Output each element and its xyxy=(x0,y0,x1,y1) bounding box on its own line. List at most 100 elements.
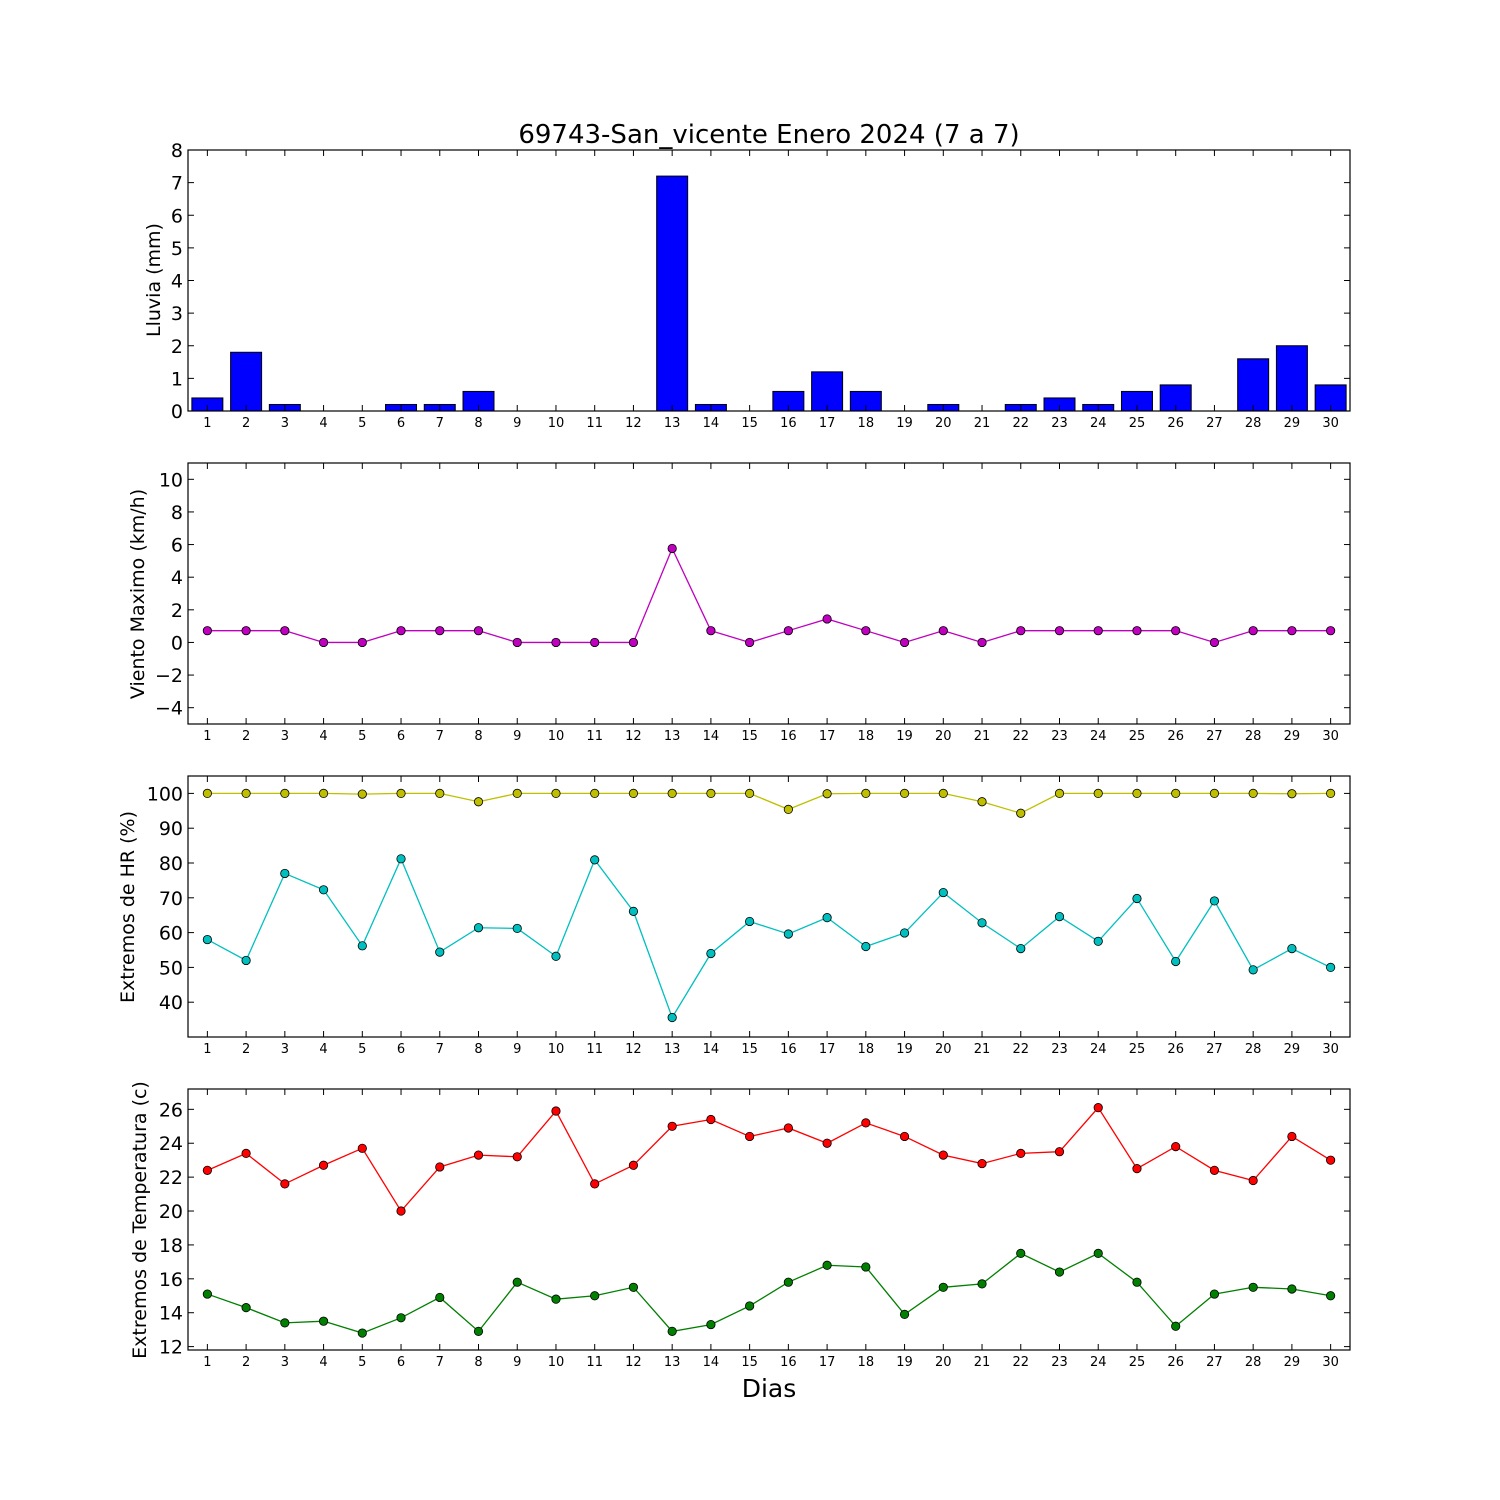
wind-xtick-label: 10 xyxy=(548,729,565,744)
temperature-xtick-label: 11 xyxy=(586,1355,603,1370)
humidity-xtick-label: 8 xyxy=(474,1042,482,1057)
rain-xtick-label: 27 xyxy=(1206,416,1223,431)
temperature-series-2-point-16 xyxy=(783,1277,793,1287)
humidity-series-2-point-12 xyxy=(628,906,639,916)
temperature-xtick-label: 21 xyxy=(974,1355,991,1370)
humidity-xtick-label: 3 xyxy=(281,1042,289,1057)
temperature-series-2-point-29 xyxy=(1287,1284,1297,1294)
wind-series-1-point-7 xyxy=(435,626,445,636)
humidity-xtick-label: 21 xyxy=(974,1042,991,1057)
humidity-series-2-point-7 xyxy=(435,947,445,957)
rain-ytick-label: 8 xyxy=(171,140,183,162)
temperature-series-2-point-4 xyxy=(318,1316,329,1326)
humidity-series-2-point-5 xyxy=(357,941,367,951)
wind-xtick-label: 7 xyxy=(436,729,444,744)
wind-series-1-point-24 xyxy=(1093,626,1103,636)
wind-ytick-label: −2 xyxy=(155,665,183,687)
temperature-series-1-point-25 xyxy=(1132,1164,1142,1174)
temperature-xtick-label: 14 xyxy=(703,1355,720,1370)
temperature-series-1-point-7 xyxy=(435,1162,445,1172)
temperature-series-2-point-18 xyxy=(861,1262,871,1272)
rain-xtick-label: 7 xyxy=(436,416,444,431)
humidity-xtick-label: 6 xyxy=(397,1042,405,1057)
temperature-xtick-label: 23 xyxy=(1051,1355,1068,1370)
temperature-ytick-label: 16 xyxy=(159,1269,183,1291)
temperature-xtick-label: 19 xyxy=(896,1355,913,1370)
humidity-series-2-point-18 xyxy=(861,941,871,952)
humidity-series-2-point-25 xyxy=(1132,893,1142,904)
humidity-xtick-label: 15 xyxy=(741,1042,758,1057)
temperature-series-2-point-25 xyxy=(1132,1277,1142,1287)
humidity-series-1-point-15 xyxy=(745,788,755,799)
rain-xtick-label: 12 xyxy=(625,416,642,431)
humidity-series-2-point-19 xyxy=(899,928,910,938)
temperature-series-1-point-16 xyxy=(783,1123,793,1133)
humidity-xtick-label: 16 xyxy=(780,1042,797,1057)
temperature-series-1-point-20 xyxy=(938,1150,948,1160)
humidity-xtick-label: 18 xyxy=(858,1042,875,1057)
humidity-xtick-label: 25 xyxy=(1129,1042,1146,1057)
wind-xtick-label: 28 xyxy=(1245,729,1262,744)
temperature-series-2-point-9 xyxy=(512,1277,522,1287)
rain-xtick-label: 28 xyxy=(1245,416,1262,431)
humidity-xtick-label: 9 xyxy=(513,1042,521,1057)
humidity-ytick-label: 50 xyxy=(159,957,183,979)
xlabel-dias: Dias xyxy=(742,1374,797,1403)
rain-xtick-label: 29 xyxy=(1284,416,1301,431)
temperature-xtick-label: 3 xyxy=(281,1355,289,1370)
temperature-series-2-point-15 xyxy=(745,1301,755,1311)
humidity-series-2-point-13 xyxy=(667,1012,677,1023)
temperature-series-1-point-9 xyxy=(512,1152,522,1162)
wind-xtick-label: 30 xyxy=(1322,729,1339,744)
humidity-xtick-label: 14 xyxy=(703,1042,720,1057)
wind-ytick-label: 4 xyxy=(171,567,183,589)
wind-ytick-label: 0 xyxy=(171,632,183,654)
temperature-xtick-label: 5 xyxy=(358,1355,366,1370)
wind-series-1-point-17 xyxy=(822,614,832,624)
humidity-series-1-point-10 xyxy=(551,788,561,799)
temperature-series-1-point-8 xyxy=(473,1150,484,1160)
wind-xtick-label: 21 xyxy=(974,729,991,744)
temperature-series-1-point-11 xyxy=(590,1179,600,1189)
humidity-series-1-point-4 xyxy=(318,788,329,799)
wind-series-1-point-6 xyxy=(396,626,406,636)
temperature-xtick-label: 9 xyxy=(513,1355,521,1370)
wind-axes-frame xyxy=(187,462,1351,725)
temperature-series-1-point-27 xyxy=(1209,1165,1220,1175)
temperature-series-1-point-14 xyxy=(706,1114,716,1125)
temperature-series-1-point-13 xyxy=(667,1121,677,1131)
wind-series-1-point-3 xyxy=(280,626,290,636)
temperature-ytick-label: 22 xyxy=(159,1167,183,1189)
wind-xtick-label: 26 xyxy=(1167,729,1184,744)
rain-xtick-label: 8 xyxy=(474,416,482,431)
rain-xtick-label: 18 xyxy=(858,416,875,431)
humidity-xtick-label: 1 xyxy=(203,1042,211,1057)
wind-series-1-line xyxy=(207,546,1331,644)
humidity-series-2-point-27 xyxy=(1209,896,1220,906)
temperature-xtick-label: 27 xyxy=(1206,1355,1223,1370)
temperature-axes-frame xyxy=(187,1088,1351,1351)
rain-bar-28 xyxy=(1237,358,1270,412)
wind-xtick-label: 8 xyxy=(474,729,482,744)
temperature-series-2-point-2 xyxy=(241,1303,251,1313)
humidity-series-2-point-24 xyxy=(1093,936,1103,946)
humidity-ytick-label: 90 xyxy=(159,818,183,840)
wind-series-1-point-28 xyxy=(1248,626,1258,636)
rain-ytick-label: 3 xyxy=(171,303,183,325)
wind-xtick-label: 14 xyxy=(703,729,720,744)
temperature-xtick-label: 6 xyxy=(397,1355,405,1370)
wind-xtick-label: 22 xyxy=(1012,729,1029,744)
rain-ytick-label: 0 xyxy=(171,401,183,423)
humidity-xtick-label: 4 xyxy=(319,1042,327,1057)
temperature-ytick-label: 26 xyxy=(159,1099,183,1121)
humidity-series-1-point-14 xyxy=(706,788,716,799)
rain-xtick-label: 10 xyxy=(548,416,565,431)
temperature-series-1-point-4 xyxy=(318,1160,329,1170)
temperature-series-1-point-17 xyxy=(822,1138,832,1148)
humidity-series-1-point-7 xyxy=(435,788,445,799)
temperature-series-1-point-1 xyxy=(202,1165,212,1175)
temperature-xtick-label: 18 xyxy=(858,1355,875,1370)
humidity-xtick-label: 23 xyxy=(1051,1042,1068,1057)
